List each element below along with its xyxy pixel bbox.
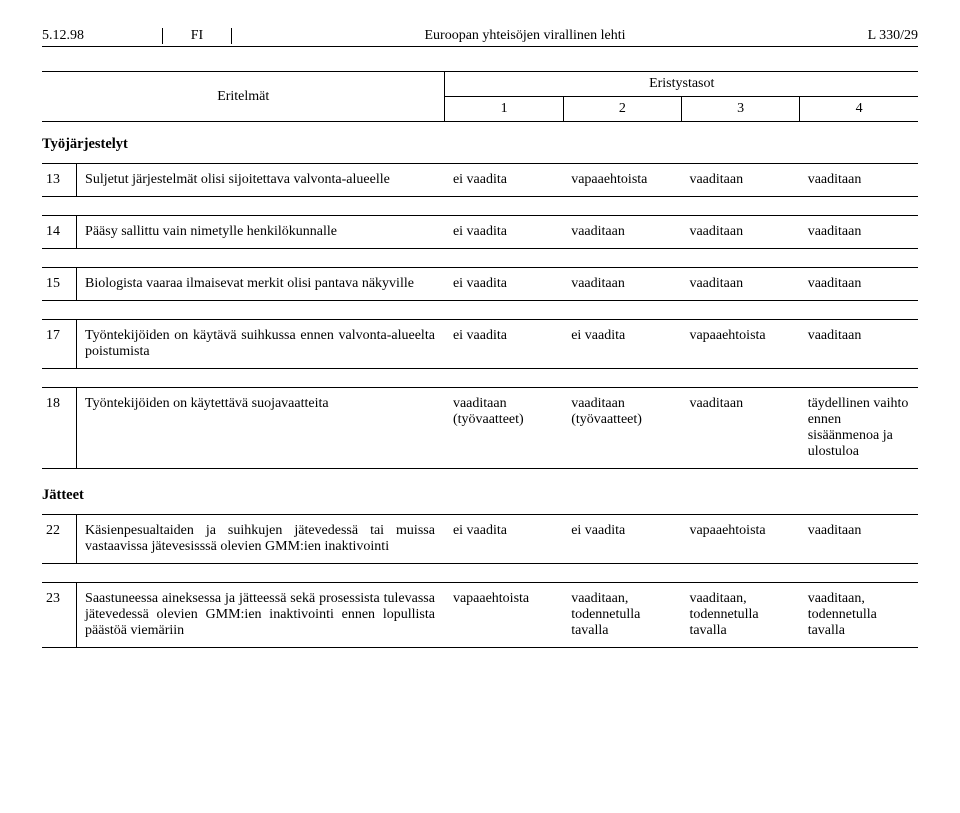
- row-val-1: vapaaehtoista: [445, 583, 563, 647]
- row-desc: Pääsy sallittu vain nimetylle henkilökun…: [77, 216, 445, 248]
- table-row: 23 Saastuneessa aineksessa ja jätteessä …: [42, 582, 918, 648]
- row-number: 14: [42, 216, 77, 248]
- section-waste-heading: Jätteet: [42, 487, 918, 504]
- row-val-2: ei vaadita: [563, 515, 681, 563]
- row-val-4: vaaditaan: [800, 216, 918, 248]
- row-val-4: vaaditaan: [800, 268, 918, 300]
- row-val-4: vaaditaan: [800, 515, 918, 563]
- row-val-4: täydellinen vaihto ennen sisäänmenoa ja …: [800, 388, 918, 468]
- row-number: 13: [42, 164, 77, 196]
- row-desc: Työntekijöiden on käytettävä suojavaatte…: [77, 388, 445, 468]
- row-val-2: vaaditaan: [563, 216, 681, 248]
- row-desc: Työntekijöiden on käytävä suihkussa enne…: [77, 320, 445, 368]
- level-1: 1: [445, 97, 563, 122]
- row-val-4: vaaditaan, todennetulla tavalla: [800, 583, 918, 647]
- row-val-1: vaaditaan (työvaatteet): [445, 388, 563, 468]
- table-row: 14 Pääsy sallittu vain nimetylle henkilö…: [42, 215, 918, 249]
- table-row: 17 Työntekijöiden on käytävä suihkussa e…: [42, 319, 918, 369]
- row-val-3: vaaditaan: [681, 388, 799, 468]
- row-val-2: vapaaehtoista: [563, 164, 681, 196]
- row-val-3: vaaditaan: [681, 268, 799, 300]
- levels-label: Eristystasot: [445, 72, 918, 97]
- row-val-3: vapaaehtoista: [681, 515, 799, 563]
- row-desc: Saastuneessa aineksessa ja jätteessä sek…: [77, 583, 445, 647]
- table-row: 15 Biologista vaaraa ilmaisevat merkit o…: [42, 267, 918, 301]
- row-desc: Suljetut järjestelmät olisi sijoitettava…: [77, 164, 445, 196]
- row-desc: Käsienpesualtaiden ja suihkujen jätevede…: [77, 515, 445, 563]
- row-val-3: vaaditaan: [681, 164, 799, 196]
- row-number: 23: [42, 583, 77, 647]
- header-date: 5.12.98: [42, 28, 162, 44]
- level-3: 3: [681, 97, 799, 122]
- header-title: Euroopan yhteisöjen virallinen lehti: [232, 28, 818, 44]
- section-work-heading: Työjärjestelyt: [42, 136, 918, 153]
- row-desc: Biologista vaaraa ilmaisevat merkit olis…: [77, 268, 445, 300]
- row-number: 15: [42, 268, 77, 300]
- specs-label: Eritelmät: [42, 72, 445, 122]
- row-val-2: ei vaadita: [563, 320, 681, 368]
- isolation-levels-header: Eritelmät Eristystasot 1 2 3 4: [42, 71, 918, 122]
- level-4: 4: [800, 97, 918, 122]
- header-lang: FI: [162, 28, 232, 44]
- row-val-4: vaaditaan: [800, 164, 918, 196]
- row-val-2: vaaditaan, todennetulla tavalla: [563, 583, 681, 647]
- table-row: 22 Käsienpesualtaiden ja suihkujen jätev…: [42, 514, 918, 564]
- level-2: 2: [563, 97, 681, 122]
- table-row: 13 Suljetut järjestelmät olisi sijoitett…: [42, 163, 918, 197]
- row-val-4: vaaditaan: [800, 320, 918, 368]
- row-val-1: ei vaadita: [445, 216, 563, 248]
- row-val-3: vaaditaan, todennetulla tavalla: [681, 583, 799, 647]
- row-val-1: ei vaadita: [445, 164, 563, 196]
- row-val-1: ei vaadita: [445, 515, 563, 563]
- row-val-2: vaaditaan (työvaatteet): [563, 388, 681, 468]
- row-val-2: vaaditaan: [563, 268, 681, 300]
- row-number: 18: [42, 388, 77, 468]
- row-number: 22: [42, 515, 77, 563]
- row-val-1: ei vaadita: [445, 320, 563, 368]
- row-number: 17: [42, 320, 77, 368]
- header-ref: L 330/29: [818, 28, 918, 44]
- table-row: 18 Työntekijöiden on käytettävä suojavaa…: [42, 387, 918, 469]
- row-val-1: ei vaadita: [445, 268, 563, 300]
- row-val-3: vapaaehtoista: [681, 320, 799, 368]
- page-header: 5.12.98 FI Euroopan yhteisöjen viralline…: [42, 28, 918, 47]
- row-val-3: vaaditaan: [681, 216, 799, 248]
